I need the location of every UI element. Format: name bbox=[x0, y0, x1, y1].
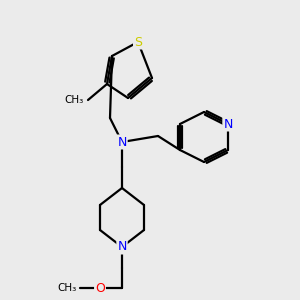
Text: S: S bbox=[134, 35, 142, 49]
Text: N: N bbox=[117, 241, 127, 254]
Text: O: O bbox=[95, 281, 105, 295]
Text: N: N bbox=[117, 136, 127, 148]
Text: N: N bbox=[223, 118, 233, 130]
Text: CH₃: CH₃ bbox=[65, 95, 84, 105]
Text: CH₃: CH₃ bbox=[58, 283, 77, 293]
